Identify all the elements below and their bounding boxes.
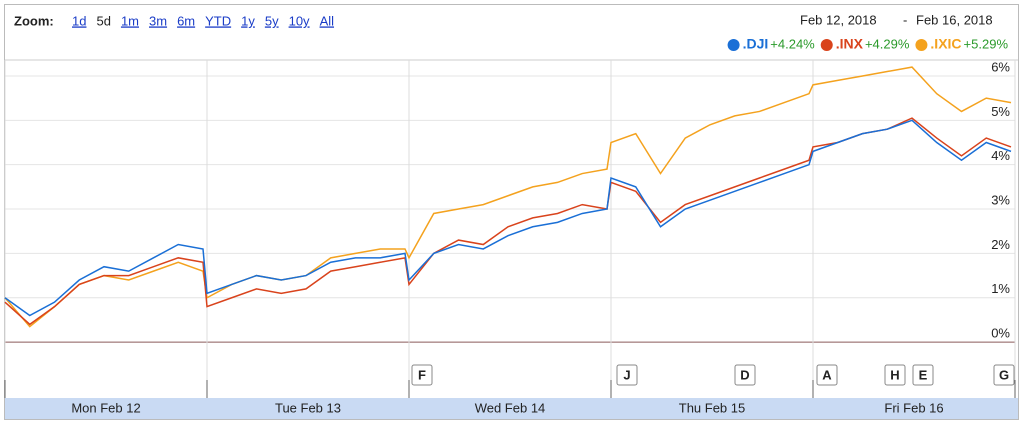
legend-dot: [915, 39, 928, 51]
zoom-option[interactable]: 10y: [289, 13, 310, 28]
date-from: Feb 12, 2018: [800, 12, 877, 27]
zoom-option[interactable]: 5y: [265, 13, 279, 28]
zoom-option[interactable]: All: [320, 13, 335, 28]
legend-dot: [727, 39, 740, 51]
event-flag[interactable]: [993, 364, 1015, 386]
legend-name: .INX: [836, 36, 864, 52]
y-tick-label: 0%: [991, 326, 1010, 341]
event-flag-label: F: [418, 367, 426, 382]
x-tick-label: Fri Feb 16: [884, 400, 943, 415]
zoom-label: Zoom:: [14, 13, 54, 28]
event-flag[interactable]: [816, 364, 838, 386]
y-tick-label: 1%: [991, 281, 1010, 296]
x-tick-label: Tue Feb 13: [275, 400, 341, 415]
event-flag-label: E: [919, 367, 928, 382]
y-tick-label: 5%: [991, 104, 1010, 119]
series-line: [4, 117, 1012, 326]
y-tick-label: 6%: [991, 59, 1010, 74]
legend-dot: [820, 39, 833, 51]
y-tick-label: 4%: [991, 148, 1010, 163]
zoom-option[interactable]: 6m: [177, 13, 195, 28]
x-tick-label: Wed Feb 14: [475, 400, 546, 415]
y-tick-label: 3%: [991, 192, 1010, 207]
series-line: [4, 119, 1012, 317]
date-sep: -: [903, 12, 907, 27]
zoom-current: 5d: [96, 13, 110, 28]
legend-name: .IXIC: [930, 36, 961, 52]
zoom-option[interactable]: 1m: [121, 13, 139, 28]
event-flag-label: H: [890, 367, 899, 382]
event-flag-label: J: [623, 367, 630, 382]
legend-change: +5.29%: [964, 36, 1009, 51]
event-flag[interactable]: [884, 364, 906, 386]
event-flag[interactable]: [411, 364, 433, 386]
zoom-option[interactable]: YTD: [205, 13, 231, 28]
legend-change: +4.29%: [865, 36, 910, 51]
frame: [4, 4, 1019, 420]
zoom-option[interactable]: 1d: [72, 13, 86, 28]
series-line: [4, 66, 1012, 328]
event-flag-label: A: [822, 367, 832, 382]
zoom-option[interactable]: 1y: [241, 13, 255, 28]
legend-name: .DJI: [743, 36, 769, 52]
date-to: Feb 16, 2018: [916, 12, 993, 27]
event-flag[interactable]: [616, 364, 638, 386]
x-tick-label: Mon Feb 12: [71, 400, 140, 415]
x-tick-label: Thu Feb 15: [679, 400, 746, 415]
event-flag-label: D: [740, 367, 749, 382]
event-flag[interactable]: [912, 364, 934, 386]
y-tick-label: 2%: [991, 237, 1010, 252]
event-flag-label: G: [999, 367, 1009, 382]
zoom-option[interactable]: 3m: [149, 13, 167, 28]
legend-change: +4.24%: [770, 36, 815, 51]
time-bar: [5, 398, 1018, 419]
event-flag[interactable]: [734, 364, 756, 386]
